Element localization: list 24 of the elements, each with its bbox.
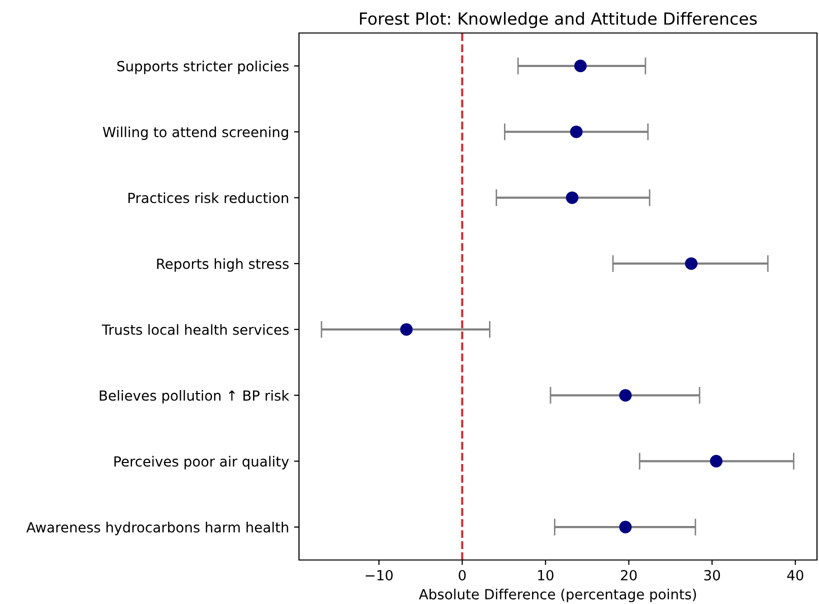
point — [574, 60, 587, 72]
y-tick-label: Believes pollution ↑ BP risk — [100, 390, 290, 404]
x-axis-title: Absolute Difference (percentage points) — [418, 588, 696, 602]
x-tick-label: 40 — [787, 570, 804, 580]
point — [710, 454, 722, 468]
point — [684, 257, 698, 270]
y-tick-label: Willing to attend screening — [102, 126, 288, 140]
x-tick-label: 20 — [620, 570, 637, 580]
point — [619, 520, 632, 534]
y-tick-label: Supports stricter policies — [117, 60, 289, 74]
y-tick-label: Reports high stress — [157, 258, 289, 272]
y-tick-label: Awareness hydrocarbons harm health — [26, 522, 288, 536]
y-tick-label: Perceives poor air quality — [114, 456, 289, 470]
y-tick-label: Trusts local health services — [102, 324, 289, 335]
x-tick-label: −10 — [366, 570, 393, 580]
point — [566, 191, 578, 204]
point — [619, 389, 632, 402]
x-tick-label: 0 — [458, 570, 466, 580]
chart-title: Forest Plot: Knowledge and Attitude Differences — [360, 12, 757, 28]
y-tick-label: Practices risk reduction — [128, 192, 288, 204]
x-tick-label: 30 — [704, 570, 720, 580]
point — [400, 323, 413, 336]
point — [570, 126, 583, 138]
x-tick-label: 10 — [538, 570, 554, 580]
